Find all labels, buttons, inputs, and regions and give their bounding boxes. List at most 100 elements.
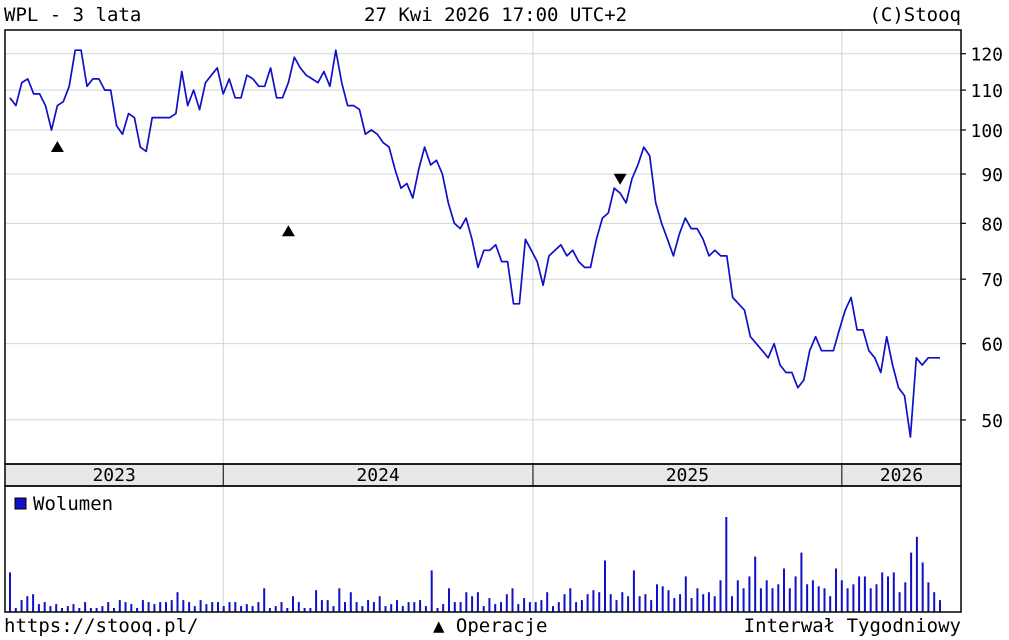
volume-bar [222, 606, 225, 612]
x-tick-label: 2024 [356, 465, 399, 486]
volume-bar [407, 602, 410, 612]
source-url-link[interactable]: https://stooq.pl/ [4, 615, 199, 637]
volume-bar [788, 588, 791, 613]
volume-bar [604, 560, 606, 612]
volume-bar [840, 580, 843, 612]
y-tick-label: 100 [970, 121, 1003, 142]
volume-bar [684, 576, 687, 612]
interval-label: Interwał Tygodniowy [743, 615, 961, 637]
volume-bar [719, 580, 722, 612]
chart-datetime: 27 Kwi 2026 17:00 UTC+2 [364, 4, 628, 26]
volume-bar [176, 592, 179, 612]
volume-bar [811, 580, 814, 612]
volume-bar [615, 600, 618, 612]
volume-bar [338, 588, 341, 613]
volume-bar [419, 600, 422, 612]
volume-bar [887, 576, 889, 612]
volume-bar [182, 600, 185, 612]
volume-bar [113, 608, 115, 612]
volume-bar [476, 592, 479, 612]
volume-bar [9, 572, 11, 612]
volume-bar [292, 596, 294, 612]
volume-bar [355, 602, 358, 612]
volume-bar [765, 580, 768, 612]
price-panel-border [4, 29, 962, 465]
volume-bar [933, 592, 936, 612]
volume-bar [424, 606, 427, 612]
volume-bar [372, 602, 375, 612]
y-tick-label: 70 [981, 270, 1003, 291]
grid [5, 30, 961, 464]
volume-bar [540, 600, 543, 612]
volume-bar [609, 594, 612, 612]
volume-bar [875, 584, 878, 612]
volume-bar [679, 594, 682, 612]
volume-bar [621, 592, 624, 612]
volume-bar [939, 600, 941, 612]
volume-bar [505, 594, 508, 612]
volume-bar [234, 602, 237, 612]
volume-bar [84, 602, 87, 612]
volume-bar [268, 608, 271, 612]
volume-bar [650, 600, 653, 612]
volume-bar [118, 600, 121, 612]
volume-bar [494, 604, 497, 612]
volume-bar [673, 598, 676, 612]
volume-bar [297, 602, 300, 612]
volume-bar [690, 598, 693, 612]
volume-bar [528, 602, 531, 612]
volume-bar [436, 608, 439, 612]
volume-bar [552, 606, 554, 612]
volume-bar [37, 604, 40, 612]
volume-bar [130, 604, 133, 612]
volume-bar [725, 517, 728, 612]
volume-bar [731, 596, 733, 612]
volume-bar [783, 568, 785, 612]
volume-bar [211, 602, 214, 612]
buy-marker [281, 225, 295, 237]
volume-bar [199, 600, 202, 612]
volume-bar [904, 582, 907, 612]
volume-bar [95, 608, 98, 612]
volume-bar [442, 604, 445, 612]
volume-bar [898, 592, 901, 612]
x-tick-label: 2023 [92, 465, 135, 486]
volume-bar [245, 604, 248, 612]
volume-bar [546, 592, 549, 612]
volume-bar [829, 596, 832, 612]
volume-bar [286, 608, 289, 612]
volume-panel-border [4, 485, 962, 613]
volume-bar [707, 592, 710, 612]
volume-bar [817, 586, 820, 612]
volume-bar [748, 576, 751, 612]
volume-bar [667, 590, 670, 612]
volume-bar [771, 588, 774, 613]
volume-bar [915, 536, 918, 612]
sell-marker [613, 173, 627, 185]
volume-bar [592, 590, 595, 612]
volume-bar [702, 594, 705, 612]
volume-bar [274, 606, 277, 612]
volume-bar [448, 588, 450, 613]
volume-bar [72, 604, 75, 612]
y-tick-label: 120 [970, 45, 1003, 66]
volume-bar [124, 602, 127, 612]
volume-bar [240, 606, 243, 612]
volume-bar [754, 556, 757, 612]
volume-bar [141, 600, 144, 612]
volume-bar [101, 606, 104, 612]
volume-bar [794, 576, 797, 612]
x-axis-band [4, 463, 962, 487]
volume-legend-label: Wolumen [33, 493, 113, 515]
volume-bar [32, 594, 35, 612]
volume-bar [852, 584, 855, 612]
y-tick-label: 90 [981, 165, 1003, 186]
volume-bar [869, 588, 872, 613]
volume-bar [193, 606, 196, 612]
volume-bar [482, 606, 485, 612]
x-tick-label: 2025 [666, 465, 709, 486]
volume-bars [9, 517, 941, 613]
volume-bar [280, 602, 283, 612]
volume-bar [66, 606, 69, 612]
volume-bar [511, 588, 514, 613]
